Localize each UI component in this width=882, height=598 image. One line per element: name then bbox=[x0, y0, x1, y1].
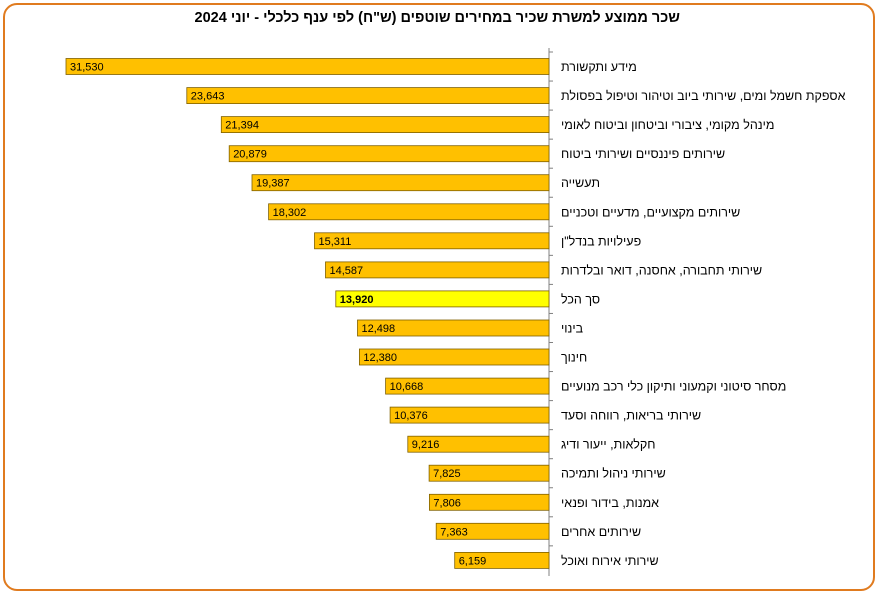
bar bbox=[435, 522, 550, 540]
bar bbox=[389, 406, 550, 424]
bar-value-label: 31,530 bbox=[70, 62, 104, 74]
category-label: מינהל מקומי, ציבורי וביטחון וביטוח לאומי bbox=[561, 118, 774, 132]
category-label: שירותים פיננסיים ושירותי ביטוח bbox=[561, 147, 725, 161]
bar-value-label: 7,825 bbox=[433, 468, 461, 480]
bar bbox=[268, 203, 550, 221]
bar-value-label: 14,587 bbox=[330, 265, 364, 277]
bar bbox=[428, 464, 550, 482]
bar bbox=[251, 174, 550, 192]
bar bbox=[65, 58, 550, 75]
bar bbox=[357, 319, 550, 337]
category-label: שירותי אירוח ואוכל bbox=[561, 554, 659, 568]
category-label: פעילויות בנדל"ן bbox=[561, 234, 641, 248]
bar-value-label: 6,159 bbox=[459, 555, 487, 567]
bar bbox=[385, 377, 550, 395]
bar bbox=[407, 435, 550, 453]
bar-value-label: 10,668 bbox=[390, 381, 424, 393]
category-label: תעשייה bbox=[561, 176, 600, 190]
bar-value-label: 7,806 bbox=[433, 497, 461, 509]
category-label: שירותי תחבורה, אחסנה, דואר ובלדרות bbox=[561, 263, 762, 277]
category-label: מידע ותקשורת bbox=[561, 60, 637, 74]
bar-value-label: 20,879 bbox=[233, 149, 267, 161]
bar-value-label: 12,498 bbox=[362, 323, 396, 335]
category-label: סך הכל bbox=[561, 292, 600, 306]
bar-value-label: 19,387 bbox=[256, 178, 290, 190]
bar bbox=[325, 261, 550, 279]
bar bbox=[454, 552, 550, 569]
bar-value-label: 23,643 bbox=[191, 91, 225, 103]
bar-value-label: 15,311 bbox=[319, 236, 352, 248]
category-label: אמנות, בידור ופנאי bbox=[561, 496, 659, 510]
bar-value-label: 9,216 bbox=[412, 439, 440, 451]
category-label: חינוך bbox=[561, 351, 587, 365]
category-label: מסחר סיטוני וקמעוני ותיקון כלי רכב מנועי… bbox=[561, 380, 786, 394]
category-label: שירותים אחרים bbox=[561, 525, 641, 539]
category-label: שירותי בריאות, רווחה וסעד bbox=[561, 409, 701, 423]
bar-value-label: 10,376 bbox=[394, 410, 428, 422]
category-label: אספקת חשמל ומים, שירותי ביוב וטיהור וטיפ… bbox=[561, 89, 846, 103]
bar-value-label: 18,302 bbox=[273, 207, 307, 219]
category-label: חקלאות, ייעור ודיג bbox=[561, 438, 656, 452]
bar-value-label: 7,363 bbox=[440, 526, 468, 538]
bar-value-label: 13,920 bbox=[340, 294, 374, 306]
bar bbox=[428, 493, 550, 511]
bar-value-label: 12,380 bbox=[363, 352, 397, 364]
bar bbox=[358, 348, 550, 366]
bar bbox=[228, 145, 550, 163]
bar bbox=[314, 232, 550, 250]
bar bbox=[335, 290, 550, 308]
category-label: בינוי bbox=[561, 322, 584, 336]
bar-value-label: 21,394 bbox=[225, 120, 259, 132]
bar bbox=[186, 87, 550, 104]
category-label: שירותים מקצועיים, מדעיים וטכניים bbox=[561, 205, 740, 219]
bar bbox=[220, 116, 550, 133]
chart-title: שכר ממוצע למשרת שכיר במחירים שוטפים (ש"ח… bbox=[194, 10, 680, 26]
category-label: שירותי ניהול ותמיכה bbox=[561, 467, 666, 481]
